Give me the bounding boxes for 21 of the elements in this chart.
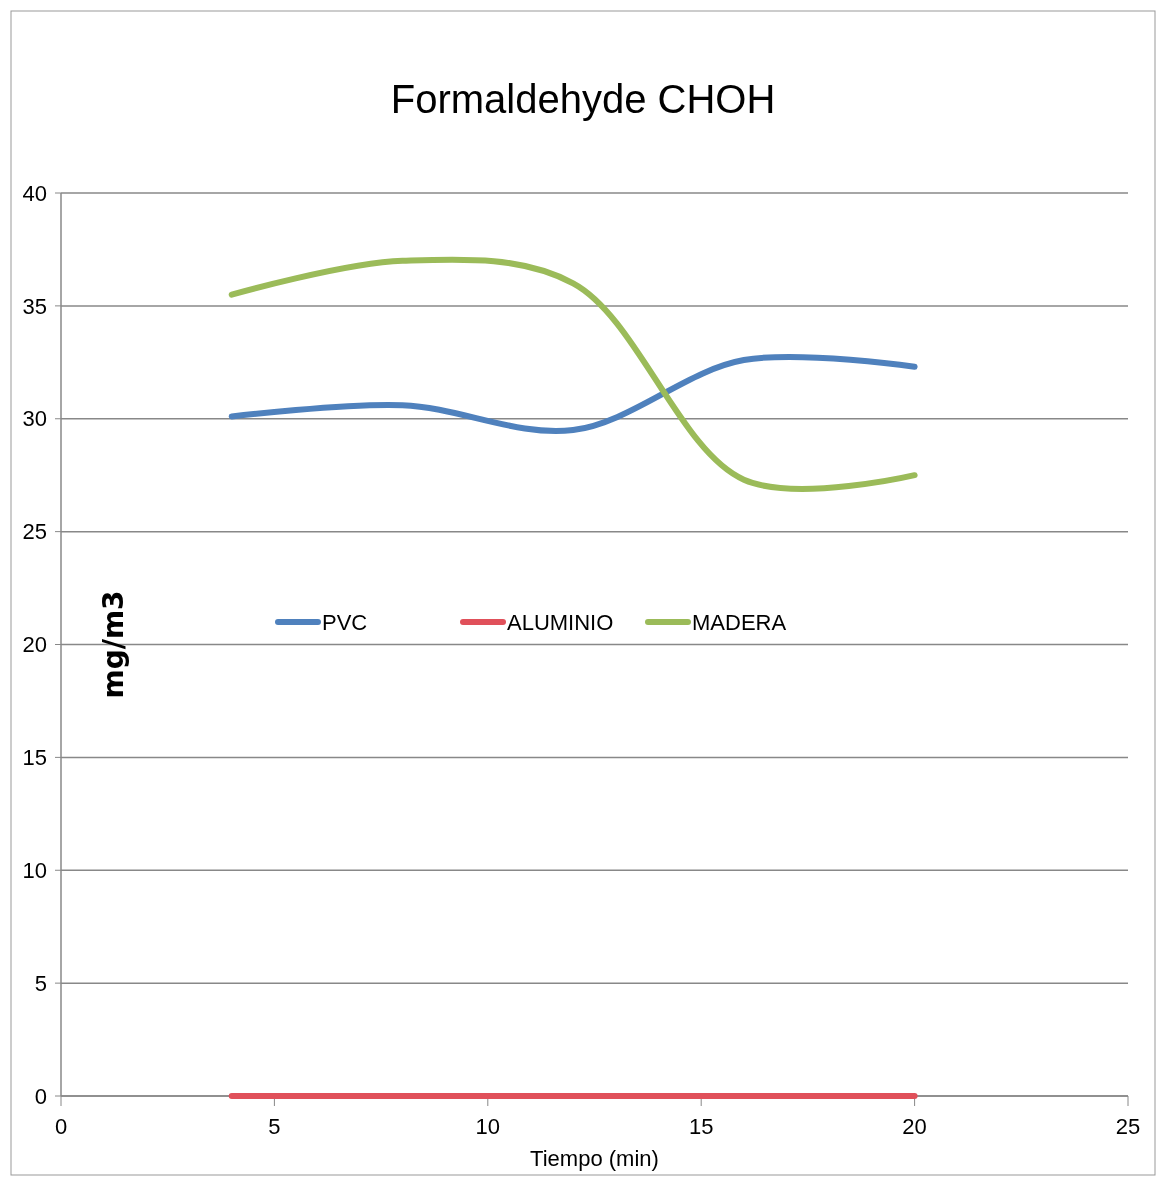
y-tick-label: 20 — [22, 632, 47, 658]
y-tick-label: 25 — [22, 519, 47, 545]
legend-label: PVC — [322, 609, 368, 635]
y-tick-label: 40 — [22, 180, 47, 206]
y-tick-label: 5 — [34, 970, 47, 996]
x-tick-label: 0 — [54, 1114, 68, 1139]
y-axis-title: mg/m3 — [97, 590, 130, 699]
y-tick-label: 10 — [22, 857, 47, 883]
x-tick-label: 15 — [688, 1114, 714, 1139]
x-axis-title: Tiempo (min) — [530, 1146, 659, 1171]
legend-label: ALUMINIO — [507, 609, 614, 635]
x-tick-label: 25 — [1115, 1114, 1141, 1139]
y-tick-label: 30 — [22, 406, 47, 432]
y-tick-label: 35 — [22, 293, 47, 319]
x-tick-label: 20 — [902, 1114, 927, 1139]
legend-label: MADERA — [692, 609, 787, 635]
x-tick-label: 10 — [475, 1114, 501, 1139]
x-tick-label: 5 — [268, 1114, 281, 1139]
y-tick-label: 15 — [22, 745, 47, 771]
y-tick-label: 0 — [34, 1083, 47, 1109]
chart-title: Formaldehyde CHOH — [390, 77, 776, 121]
